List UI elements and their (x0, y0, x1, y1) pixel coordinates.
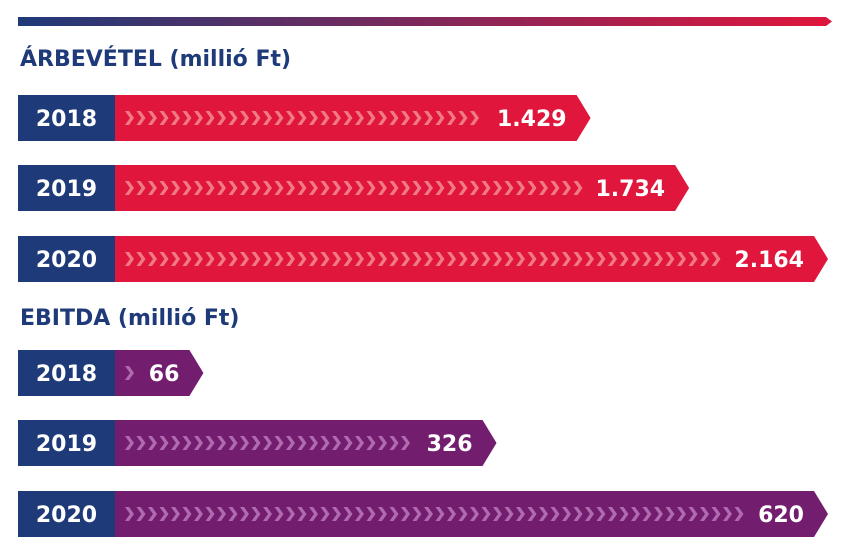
ebitda-chevrons-2019 (125, 436, 410, 450)
revenue-year-label-2020: 2020 (36, 248, 97, 273)
ebitda-year-label-2018: 2018 (36, 362, 97, 387)
revenue-year-box-2020 (18, 236, 115, 282)
ebitda-year-box-2019 (18, 420, 115, 466)
revenue-chevrons-2020 (125, 252, 721, 266)
ebitda-year-label-2020: 2020 (36, 503, 97, 528)
ebitda-bar-2018 (115, 350, 204, 396)
revenue-bar-2018 (115, 95, 591, 141)
ebitda-value-label-2019: 326 (427, 432, 473, 457)
ebitda-year-box-2020 (18, 491, 115, 537)
ebitda-chart-title: EBITDA (millió Ft) (20, 306, 240, 331)
ebitda-bar-2020 (115, 491, 828, 537)
ebitda-value-label-2020: 620 (758, 503, 804, 528)
revenue-year-label-2019: 2019 (36, 177, 97, 202)
revenue-value-label-2019: 1.734 (596, 177, 666, 202)
revenue-year-box-2018 (18, 95, 115, 141)
revenue-chevrons-2018 (125, 111, 479, 125)
revenue-chart-title: ÁRBEVÉTEL (millió Ft) (20, 47, 292, 72)
top-gradient-rule (18, 17, 832, 26)
revenue-value-label-2018: 1.429 (497, 107, 567, 132)
revenue-bar-2020 (115, 236, 828, 282)
ebitda-chevrons-2020 (125, 507, 744, 521)
ebitda-chevrons-2018 (125, 366, 134, 380)
ebitda-year-box-2018 (18, 350, 115, 396)
ebitda-value-label-2018: 66 (149, 362, 180, 387)
revenue-chevrons-2019 (125, 181, 583, 195)
ebitda-year-label-2019: 2019 (36, 432, 97, 457)
revenue-year-label-2018: 2018 (36, 107, 97, 132)
revenue-bar-2019 (115, 165, 690, 211)
revenue-value-label-2020: 2.164 (734, 248, 804, 273)
revenue-year-box-2019 (18, 165, 115, 211)
